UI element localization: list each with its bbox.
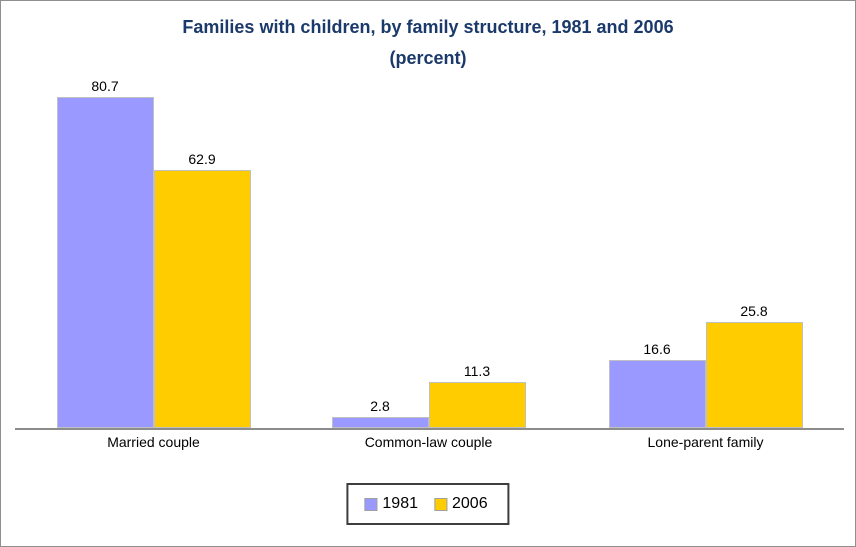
legend: 1981 2006 (346, 483, 510, 525)
category-label: Common-law couple (364, 434, 493, 450)
chart-title-line1: Families with children, by family struct… (182, 17, 674, 37)
legend-item-1981: 1981 (364, 495, 418, 513)
bar-value-label: 2.8 (370, 398, 390, 414)
bar-value-label: 11.3 (463, 363, 491, 379)
legend-label: 1981 (382, 495, 418, 512)
legend-item-2006: 2006 (434, 495, 488, 513)
legend-swatch-1981 (364, 497, 378, 511)
chart-title: Families with children, by family struct… (1, 12, 855, 74)
bar-2006-lone-parent-family (705, 322, 803, 428)
bar-1981-common-law-couple (331, 417, 429, 428)
x-axis-line (15, 428, 844, 430)
bar-value-label: 80.7 (91, 78, 119, 94)
bar-value-label: 62.9 (188, 151, 216, 167)
legend-swatch-2006 (434, 497, 447, 511)
legend-label: 2006 (452, 495, 488, 512)
bar-value-label: 16.6 (643, 341, 671, 357)
chart-title-line2: (percent) (389, 48, 467, 68)
bar-2006-common-law-couple (428, 382, 526, 428)
category-label: Married couple (107, 434, 200, 450)
bar-value-label: 25.8 (740, 303, 768, 319)
plot-area: 80.7 62.9 2.8 11.3 16.6 25.8 (15, 1, 844, 430)
bar-1981-lone-parent-family (608, 360, 706, 428)
bar-1981-married-couple (56, 97, 154, 428)
bar-2006-married-couple (153, 170, 251, 428)
category-label: Lone-parent family (647, 434, 764, 450)
